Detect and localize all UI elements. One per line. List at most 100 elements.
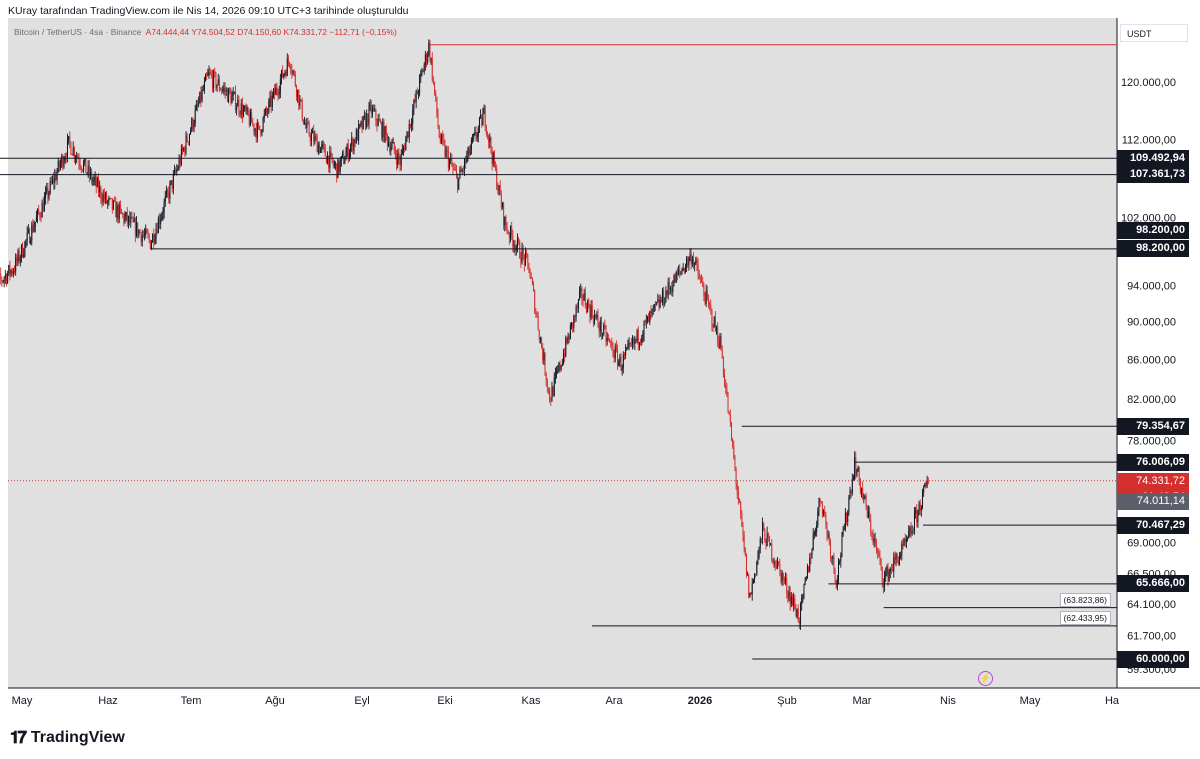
candle-body [329, 151, 331, 168]
candle-body [348, 152, 350, 159]
candle-body [60, 163, 62, 168]
candle-body [26, 232, 28, 240]
candle-body [316, 137, 318, 153]
candle-body [24, 241, 26, 255]
candle-body [62, 156, 64, 167]
x-tick-label: Ha [1105, 695, 1120, 707]
candle-body [194, 110, 196, 124]
candle-body [768, 536, 770, 546]
candle-body [69, 136, 71, 143]
candle-body [66, 139, 68, 158]
candle-body [618, 361, 620, 366]
candle-body [490, 137, 492, 152]
y-tick-label: 90.000,00 [1127, 316, 1176, 328]
candle-body [384, 126, 386, 142]
candle-body [461, 169, 463, 172]
candle-body [637, 330, 639, 345]
candle-body [157, 218, 159, 234]
candle-body [353, 139, 355, 151]
candle-body [369, 104, 371, 107]
candle-body [439, 137, 441, 143]
x-tick-label: Ara [605, 695, 623, 707]
candle-body [112, 200, 114, 209]
candle-body [124, 216, 126, 223]
candle-body [735, 468, 737, 484]
candle-body [432, 79, 434, 82]
symbol-info: Bitcoin / TetherUS · 4sa · Binance A74.4… [14, 27, 397, 37]
candle-body [481, 114, 483, 126]
candle-body [667, 282, 669, 295]
candle-body [606, 337, 608, 342]
candle-body [493, 152, 495, 167]
candle-body [545, 374, 547, 381]
candle-body [851, 479, 853, 494]
candle-body [582, 298, 584, 301]
candle-body [604, 324, 606, 329]
level-price-tag: 98.200,00 [1117, 240, 1189, 258]
candle-body [565, 337, 567, 357]
candle-body [473, 134, 475, 139]
price-tag: 74.011,14 [1117, 493, 1189, 511]
candle-body [290, 65, 292, 71]
lightning-icon[interactable]: ⚡ [978, 671, 993, 686]
candle-body [676, 271, 678, 275]
candle-body [421, 70, 423, 74]
candle-body [629, 342, 631, 344]
candle-body [333, 164, 335, 166]
candle-body [409, 124, 411, 127]
candle-body [320, 147, 322, 153]
currency-badge[interactable]: USDT [1120, 24, 1188, 42]
candle-body [88, 165, 90, 177]
candle-body [747, 574, 749, 576]
x-tick-label: Eki [437, 695, 452, 707]
candle-body [553, 377, 555, 396]
candle-body [709, 303, 711, 306]
candle-body [222, 88, 224, 91]
candle-body [23, 254, 25, 257]
candle-body [797, 608, 799, 621]
candle-body [14, 271, 16, 273]
candle-body [566, 337, 568, 343]
candle-body [19, 257, 21, 262]
candle-body [675, 271, 677, 283]
candle-body [894, 557, 896, 560]
candle-body [434, 81, 436, 93]
candle-body [556, 370, 558, 374]
candle-body [130, 217, 132, 223]
candle-body [245, 106, 247, 112]
candle-body [39, 213, 41, 217]
candle-body [276, 87, 278, 93]
candle-body [246, 107, 248, 112]
candle-body [572, 322, 574, 328]
candle-body [160, 219, 162, 224]
candle-body [598, 325, 600, 332]
candle-body [841, 535, 843, 556]
candle-body [179, 159, 181, 165]
candle-body [376, 120, 378, 126]
candle-body [587, 301, 589, 313]
candle-body [716, 327, 718, 331]
candle-body [70, 142, 72, 155]
x-tick-label: 2026 [688, 695, 712, 707]
candle-body [173, 170, 175, 175]
candle-body [913, 513, 915, 532]
candle-body [679, 269, 681, 272]
candle-body [561, 363, 563, 366]
candle-body [652, 306, 654, 310]
candle-body [32, 224, 34, 232]
candle-body [611, 342, 613, 346]
candle-body [162, 212, 164, 215]
candle-body [811, 549, 813, 559]
candle-body [885, 573, 887, 576]
candle-body [800, 604, 802, 624]
tradingview-logo[interactable]: 𝟏𝟕 TradingView [10, 728, 125, 748]
y-tick-label: 82.000,00 [1127, 394, 1176, 406]
candle-body [201, 89, 203, 101]
candle-body [880, 558, 882, 568]
candle-body [734, 457, 736, 469]
candle-body [506, 227, 508, 233]
candle-body [371, 108, 373, 114]
candle-body [477, 127, 479, 137]
candle-body [595, 315, 597, 318]
